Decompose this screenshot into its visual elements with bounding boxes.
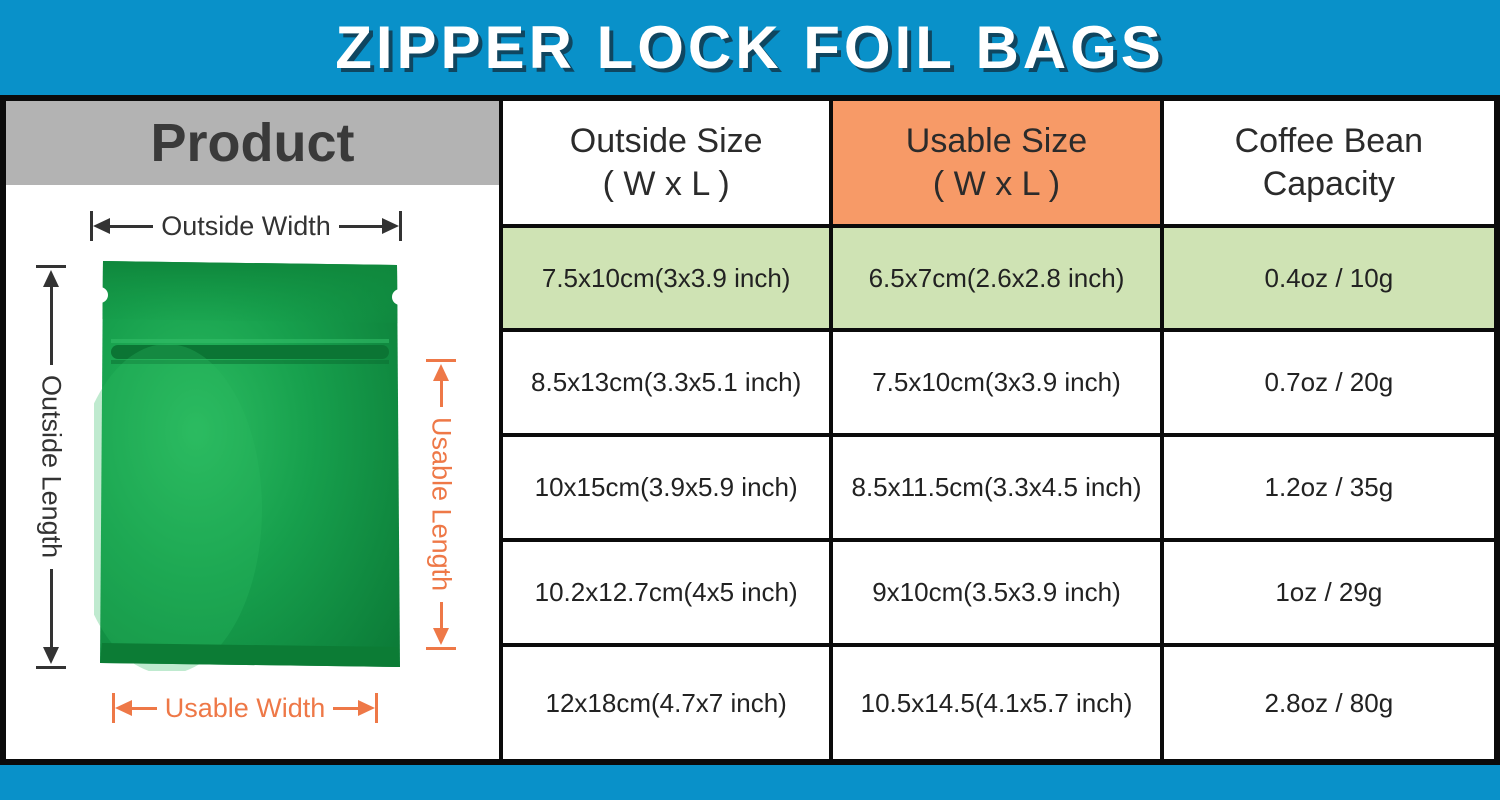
cell-value: 0.7oz / 20g [1264,367,1394,397]
cell-value: 2.8oz / 80g [1264,687,1394,718]
header-line2: Capacity [1262,164,1395,203]
zipper-shadow [111,360,389,364]
arrow-up-icon [433,364,449,381]
cell-value: 8.5x13cm(3.3x5.1 inch) [531,367,802,397]
cell-value: 0.4oz / 10g [1264,262,1394,293]
table-cell-capacity: 0.7oz / 20g [1163,332,1494,437]
green-foil-bag-image [94,261,406,671]
usable-length-label: Usable Length [426,417,457,592]
table-cell-usable-size: 10.5x14.5(4.1x5.7 inch) [833,647,1164,759]
dimension-cap [426,359,456,362]
dimension-line [439,601,443,629]
table-cell-outside-size: 12x18cm(4.7x7 inch) [503,647,834,759]
dimension-cap [112,693,115,723]
dimension-line [110,224,154,228]
column-header-usable-size: Usable Size ( W x L ) [833,101,1164,228]
outside-width-label: Outside Width [161,210,331,241]
dimension-cap [426,647,456,651]
header-line1: Usable Size [905,122,1088,160]
dimension-cap [36,666,66,670]
bag-dimension-diagram: Outside Width Outside Length [6,185,499,759]
table-cell-capacity: 1.2oz / 35g [1163,437,1494,542]
dimension-line [338,224,383,228]
column-header-capacity: Coffee Bean Capacity [1163,101,1494,228]
arrow-down-icon [43,647,59,665]
product-heading-label: Product [150,113,355,173]
table-cell-capacity: 1oz / 29g [1163,542,1494,647]
cell-value: 8.5x11.5cm(3.3x4.5 inch) [851,472,1142,502]
tear-notch-right [392,289,406,305]
size-table: Outside Size ( W x L ) Usable Size ( W x… [503,101,1494,759]
header-line2: ( W x L ) [932,164,1061,203]
dimension-cap [90,211,93,241]
dimension-cap [399,211,403,241]
usable-width-label: Usable Width [164,692,326,723]
cell-value: 9x10cm(3.5x3.9 inch) [872,577,1121,607]
table-cell-outside-size: 7.5x10cm(3x3.9 inch) [503,228,834,332]
tear-notch-left [94,287,108,303]
usable-width-dimension: Usable Width [112,692,379,723]
cell-value: 6.5x7cm(2.6x2.8 inch) [868,262,1125,293]
cell-value: 1.2oz / 35g [1264,472,1394,502]
dimension-line [439,381,443,408]
arrow-right-icon [382,218,400,234]
usable-length-dimension: Usable Length [424,357,458,652]
dimension-line [49,568,53,648]
arrow-up-icon [43,270,59,287]
bag-sheen [94,344,262,671]
header-line2: ( W x L ) [602,164,730,203]
product-panel: Product Outside Width Outside Length [6,101,503,759]
arrow-right-icon [358,700,376,716]
table-cell-usable-size: 6.5x7cm(2.6x2.8 inch) [833,228,1164,332]
main-panel: Product Outside Width Outside Length [0,95,1500,765]
table-cell-usable-size: 9x10cm(3.5x3.9 inch) [833,542,1164,647]
table-cell-outside-size: 8.5x13cm(3.3x5.1 inch) [503,332,834,437]
outside-width-dimension: Outside Width [90,210,403,241]
dimension-line [132,706,157,710]
bag-top-seal [102,261,398,323]
arrow-left-icon [115,700,132,716]
arrow-down-icon [433,628,449,646]
page-title: ZIPPER LOCK FOIL BAGS [335,14,1165,81]
outside-length-label: Outside Length [36,375,67,559]
dimension-cap [375,693,379,723]
cell-value: 7.5x10cm(3x3.9 inch) [872,367,1121,397]
table-cell-outside-size: 10.2x12.7cm(4x5 inch) [503,542,834,647]
header-line1: Coffee Bean [1234,122,1424,160]
table-cell-usable-size: 7.5x10cm(3x3.9 inch) [833,332,1164,437]
cell-value: 7.5x10cm(3x3.9 inch) [541,262,791,293]
table-cell-outside-size: 10x15cm(3.9x5.9 inch) [503,437,834,542]
dimension-line [49,287,53,366]
header-line1: Outside Size [569,122,763,160]
cell-value: 10.5x14.5(4.1x5.7 inch) [860,687,1133,718]
table-cell-capacity: 0.4oz / 10g [1163,228,1494,332]
title-banner: ZIPPER LOCK FOIL BAGS [0,0,1500,95]
cell-value: 12x18cm(4.7x7 inch) [545,687,787,718]
dimension-line [333,706,359,710]
arrow-left-icon [93,218,110,234]
dimension-cap [36,265,66,268]
cell-value: 10.2x12.7cm(4x5 inch) [534,577,798,607]
zipper-highlight [111,339,389,343]
table-cell-capacity: 2.8oz / 80g [1163,647,1494,759]
bag-zipper [111,345,389,359]
cell-value: 1oz / 29g [1275,577,1383,607]
column-header-outside-size: Outside Size ( W x L ) [503,101,834,228]
cell-value: 10x15cm(3.9x5.9 inch) [534,472,798,502]
bag-bottom-seal [100,643,400,667]
table-cell-usable-size: 8.5x11.5cm(3.3x4.5 inch) [833,437,1164,542]
product-heading-bar: Product [6,101,499,185]
outside-length-dimension: Outside Length [34,263,68,671]
